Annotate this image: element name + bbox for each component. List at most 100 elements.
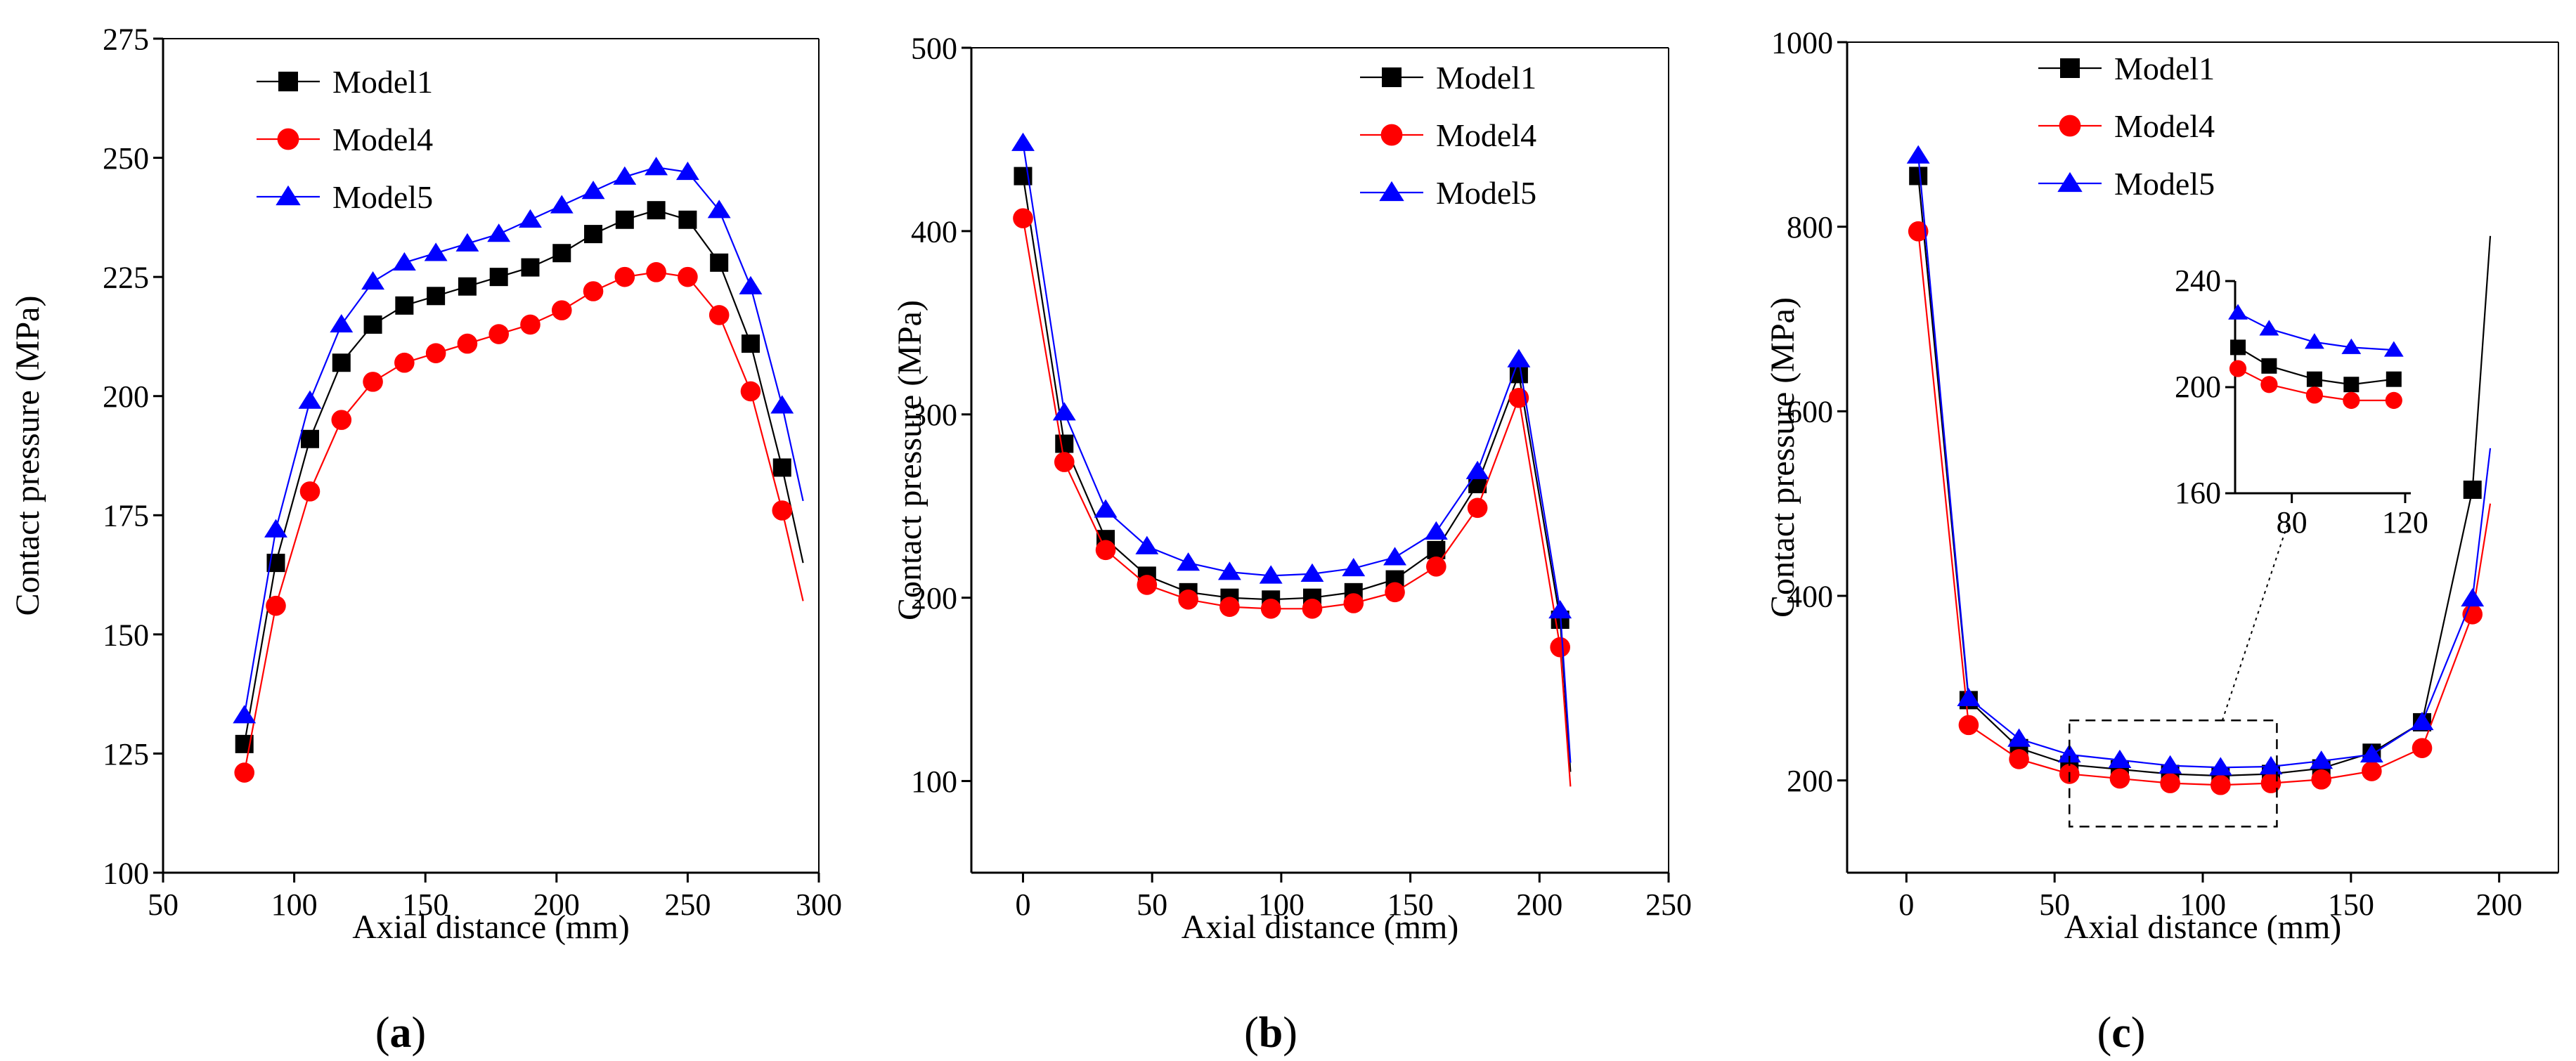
y-axis-title: Contact pressure (MPa) (9, 296, 46, 616)
data-point (2360, 743, 2383, 763)
data-point (424, 242, 448, 261)
legend: Model1 Model4 Model5 (1360, 60, 1536, 211)
data-point (1302, 599, 1323, 619)
data-point (551, 300, 572, 320)
legend-label: Model1 (332, 64, 433, 100)
data-point (1177, 552, 1200, 571)
series-model1 (1014, 167, 1572, 772)
series-line (243, 209, 804, 745)
data-point (1550, 637, 1570, 658)
data-point (1427, 540, 1446, 559)
data-point (583, 281, 604, 301)
data-point (1909, 167, 1928, 185)
data-point (707, 200, 731, 219)
y-tick-label: 200 (911, 581, 957, 616)
legend-marker (1380, 124, 1403, 146)
data-point (1509, 365, 1528, 384)
series-line (1022, 143, 1572, 763)
data-point (488, 324, 509, 344)
y-tick-label: 100 (103, 856, 149, 890)
legend-marker (1382, 67, 1402, 87)
x-tick-label: 50 (2039, 887, 2070, 922)
data-point (1013, 208, 1033, 228)
x-tick-label: 50 (1137, 887, 1167, 922)
zoom-region-box (2069, 720, 2278, 828)
y-tick-label: 275 (103, 22, 149, 56)
zoom-connector (2221, 523, 2289, 721)
data-point (1908, 221, 1929, 242)
panel-a: 50 100 150 200 250 30010012515017520022525027… (9, 22, 842, 946)
data-point (1095, 540, 1116, 561)
data-point (710, 253, 729, 272)
data-point (2108, 749, 2132, 768)
y-tick-label: 125 (103, 737, 149, 772)
data-point (1424, 521, 1448, 540)
data-point (1507, 349, 1531, 367)
data-point (772, 500, 793, 521)
data-point (1178, 589, 1198, 610)
data-point (1300, 563, 1324, 582)
x-tick-label: 250 (1645, 887, 1692, 922)
data-point (2208, 757, 2232, 776)
y-tick-label: 175 (103, 499, 149, 533)
data-point (363, 372, 383, 392)
data-point (584, 225, 603, 244)
series-model4 (234, 262, 804, 783)
data-point (2009, 749, 2029, 769)
data-point (2259, 320, 2279, 336)
data-point (1548, 599, 1572, 619)
series-model5 (1906, 145, 2492, 776)
x-tick-label: 0 (1015, 887, 1030, 922)
series-model1 (235, 201, 804, 753)
data-point (266, 595, 286, 616)
panel-b: 0 50 100 150 200 250 100 200 300 400 500 Axial dist… (891, 31, 1692, 946)
x-tick-label: 150 (402, 887, 448, 922)
data-point (678, 266, 698, 287)
series-model5 (1011, 132, 1572, 763)
x-tick-label: 50 (148, 887, 179, 922)
legend-marker (276, 185, 301, 206)
data-point (2383, 341, 2404, 357)
data-point (2386, 371, 2402, 387)
data-point (264, 519, 287, 538)
data-point (2304, 333, 2324, 349)
data-point (1957, 687, 1981, 706)
x-tick-label: 200 (1516, 887, 1562, 922)
series-line (243, 167, 804, 716)
data-point (2007, 728, 2031, 747)
data-point (2261, 358, 2277, 374)
data-point (1383, 547, 1406, 566)
x-tick-label: 250 (664, 887, 711, 922)
data-point (2311, 769, 2331, 790)
legend: Model1 Model4 Model5 (2038, 51, 2215, 202)
data-point (331, 410, 352, 430)
data-point (613, 166, 637, 185)
legend-marker (2057, 171, 2083, 193)
x-tick-label: 200 (2476, 887, 2523, 922)
y-tick-label: 200 (103, 379, 149, 414)
legend-label: Model4 (332, 122, 433, 157)
data-point (2109, 768, 2130, 789)
data-point (1135, 535, 1159, 554)
y-axis-title: Contact pressure (MPa) (891, 300, 928, 620)
data-point (2305, 386, 2324, 404)
series-line (1917, 155, 2492, 769)
data-point (455, 233, 479, 252)
panel-c: 0 50 100 150 200 200 400 600 800 1000 Axial distan… (1764, 25, 2559, 946)
data-point (675, 161, 699, 181)
data-point (394, 352, 415, 373)
panel-c-inset: 80 120 160 200 240 (2175, 263, 2428, 540)
data-point (1343, 593, 1364, 613)
data-point (2229, 360, 2247, 377)
data-point (1137, 575, 1158, 595)
y-tick-label: 160 (2175, 476, 2221, 510)
data-point (2343, 377, 2360, 393)
data-point (1465, 460, 1489, 479)
panel-c-label: (c) (2097, 1009, 2146, 1057)
data-point (1385, 582, 1405, 603)
x-tick-label: 120 (2382, 505, 2428, 540)
y-tick-label: 200 (2175, 370, 2221, 404)
data-point (521, 258, 540, 277)
data-point (739, 275, 763, 294)
data-point (740, 381, 761, 402)
